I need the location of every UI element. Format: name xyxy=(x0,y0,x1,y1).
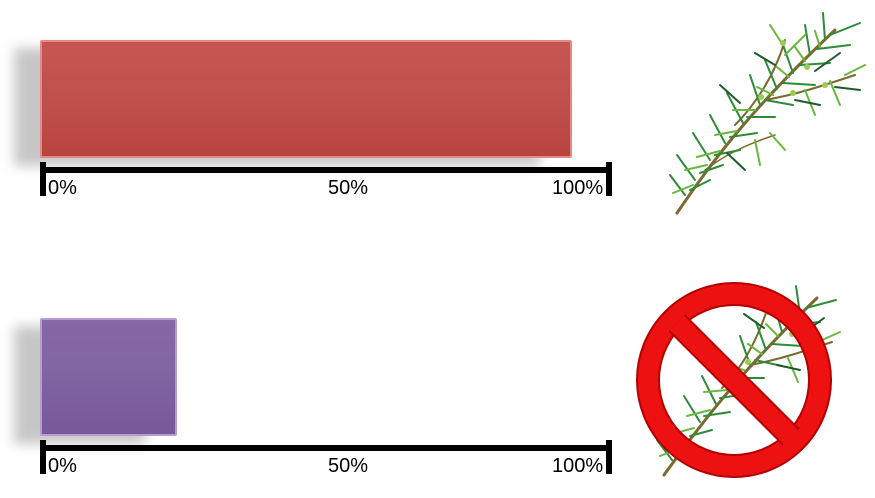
x-axis-cap-left xyxy=(40,162,46,196)
tick-label-50: 50% xyxy=(328,177,369,199)
tick-label-100: 100% xyxy=(552,177,604,199)
x-axis-cap-right xyxy=(606,162,612,196)
x-axis-line xyxy=(40,167,612,173)
x-axis-line xyxy=(40,445,612,451)
tick-label-50: 50% xyxy=(328,455,369,477)
bar-1 xyxy=(40,318,178,436)
no-tea-tree-prohibition-icon xyxy=(636,282,841,478)
bar-1 xyxy=(40,40,572,158)
chart-panel-2: 0% 50% 100% xyxy=(0,268,875,498)
tick-label-100: 100% xyxy=(552,455,604,477)
tick-label-0: 0% xyxy=(48,455,77,477)
x-axis-cap-left xyxy=(40,440,46,474)
tick-label-0: 0% xyxy=(48,177,77,199)
tea-tree-sprig-icon xyxy=(669,12,866,215)
chart-panel-1: 0% 50% 100% xyxy=(0,0,875,230)
x-axis-cap-right xyxy=(606,440,612,474)
